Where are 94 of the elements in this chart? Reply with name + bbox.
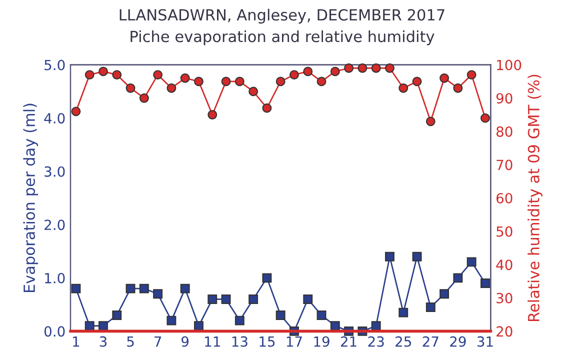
y2-tick-label: 80 [496,126,512,137]
point [303,294,313,304]
y2-tick-label: 70 [496,160,512,170]
point [385,63,394,73]
point [234,316,244,326]
y-tick-label: 3.0 [44,166,65,177]
point [440,73,450,83]
x-tick-label: 5 [127,336,134,347]
point [84,321,94,331]
x-tick-label: 23 [368,336,384,347]
point [112,310,122,320]
point [166,83,176,93]
x-tick-label: 11 [205,336,220,347]
point [112,70,122,80]
point [453,273,463,283]
point [276,310,286,320]
point [208,110,218,120]
point [221,76,231,86]
x-tick-label: 1 [73,336,80,347]
point [180,284,190,294]
y2-tick-label: 50 [496,226,512,237]
point [221,294,231,304]
x-tick-label: 31 [477,336,493,347]
y-tick-label: 5.0 [44,60,65,70]
x-tick-label: 19 [314,336,330,347]
point [180,73,190,83]
point [98,66,108,76]
point [166,316,176,326]
point [398,308,408,318]
x-tick-label: 29 [450,336,466,347]
y-axis-title: Evaporation per day (ml) [23,104,38,292]
y2-tick-label: 30 [496,292,512,304]
y-tick-label: 1.0 [45,272,65,284]
x-tick-label: 21 [340,336,356,347]
point [466,70,476,80]
point [276,76,286,86]
point [139,93,149,103]
point [371,63,381,73]
point [453,83,463,93]
point [153,70,163,80]
y2-tick-label: 100 [497,60,522,70]
point [426,116,436,126]
point [234,76,244,86]
point [126,83,136,93]
x-tick-label: 17 [286,336,302,347]
point [330,66,340,76]
point [290,70,299,80]
point [412,252,422,262]
point [248,294,258,304]
x-tick-label: 3 [100,336,107,347]
y2-tick-label: 20 [496,326,512,337]
chart-subtitle: Piche evaporation and relative humidity [130,30,434,46]
x-tick-label: 13 [232,336,248,347]
point [194,321,204,331]
point [466,257,476,267]
point [426,302,436,312]
point [316,310,326,320]
y-tick-label: 2.0 [44,220,65,230]
point [303,66,313,76]
y2-tick-label: 40 [496,260,512,270]
point [316,76,326,86]
point [139,284,149,294]
x-tick-label: 15 [260,336,275,347]
point [98,321,108,331]
point [398,83,408,93]
x-tick-label: 25 [396,336,411,347]
x-tick-label: 9 [182,336,189,347]
point [248,86,258,96]
point [480,113,490,123]
point [194,76,204,86]
y-tick-label: 0.0 [44,326,65,337]
chart-title: LLANSADWRN, Anglesey, DECEMBER 2017 [120,8,444,24]
x-tick-label: 7 [154,336,162,347]
point [440,289,450,299]
point [330,321,340,331]
y-tick-label: 4.0 [44,113,65,124]
point [262,273,272,283]
point [71,284,81,294]
point [480,278,490,288]
y2-tick-label: 60 [496,192,512,204]
point [358,63,368,73]
point [71,106,81,116]
point [126,284,136,294]
point [385,252,394,262]
y2-tick-label: 90 [496,93,512,104]
point [84,70,94,80]
point [344,63,354,73]
x-tick-label: 27 [422,336,438,347]
point [412,76,422,86]
point [262,103,272,113]
point [208,294,218,304]
y2-axis-title: Relative humidity at 09 GMT (%) [528,74,542,321]
point [371,321,381,331]
point [153,289,163,299]
